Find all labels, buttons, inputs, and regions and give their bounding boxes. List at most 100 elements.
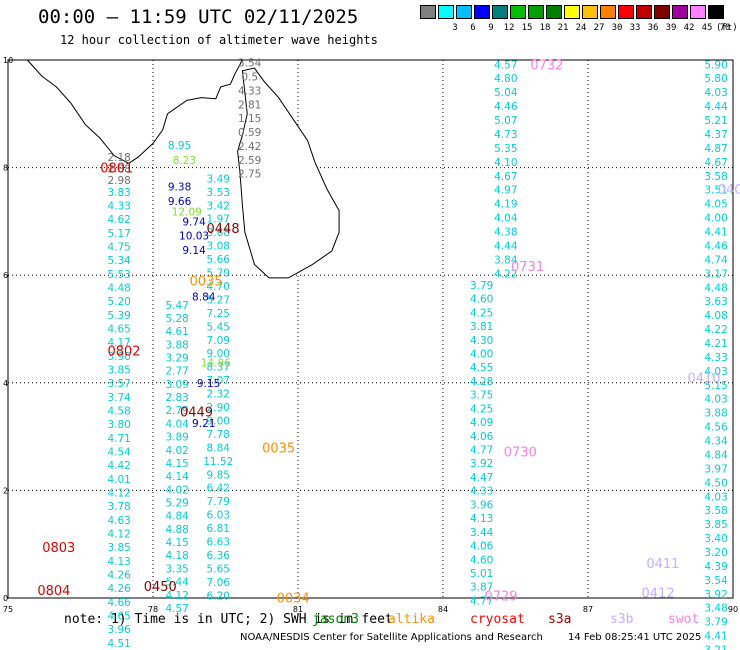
- wave-height-value: 5.66: [207, 254, 231, 266]
- legend-label: 39: [665, 23, 677, 33]
- pass-time-label: 0035: [190, 275, 223, 290]
- wave-height-value: 2.88: [107, 164, 130, 176]
- legend-swatch: [600, 5, 616, 19]
- wave-height-value: 3.88: [704, 408, 727, 420]
- wave-height-value: 2.42: [238, 141, 261, 153]
- wave-height-value: 4.46: [704, 240, 728, 252]
- legend-swatch: [708, 5, 724, 19]
- pass-time-label: 0730: [504, 446, 537, 461]
- wave-height-value: 4.38: [494, 227, 517, 239]
- wave-height-value: 2.59: [238, 155, 261, 167]
- pass-time-label: 0410: [687, 371, 720, 386]
- wave-height-value: 3.85: [704, 519, 727, 531]
- wave-height-value: 5.65: [207, 563, 230, 575]
- legend-swatch: [528, 5, 544, 19]
- wave-height-value: 4.57: [494, 59, 517, 71]
- wave-height-value: 4.21: [704, 338, 727, 350]
- wave-height-value: 4.41: [704, 227, 727, 239]
- wave-height-value: 6.42: [207, 483, 230, 495]
- wave-height-value: 4.80: [494, 73, 517, 85]
- wave-height-value: 8.95: [168, 140, 191, 152]
- wave-height-value: 4.06: [470, 431, 494, 443]
- wave-height-value: 7.25: [207, 308, 230, 320]
- wave-height-value: 9.00: [207, 348, 230, 360]
- generated-timestamp: 14 Feb 08:25:41 UTC 2025: [568, 632, 702, 643]
- lat-tick-label: 10: [3, 56, 13, 65]
- wave-height-value: 5.47: [165, 300, 188, 312]
- wave-height-value: 3.96: [107, 624, 131, 636]
- wave-height-value: 4.03: [704, 87, 727, 99]
- wave-height-value: 3.58: [704, 505, 727, 517]
- lon-tick-label: 84: [438, 605, 448, 614]
- wave-height-value: 5.90: [704, 59, 727, 71]
- wave-height-value: 4.22: [494, 268, 517, 280]
- wave-height-value: 4.33: [238, 85, 261, 97]
- satellite-label: s3a: [548, 612, 572, 627]
- wave-height-value: 3.57: [107, 378, 130, 390]
- wave-height-value: 4.04: [165, 418, 189, 430]
- wave-height-value: 9.14: [182, 245, 206, 257]
- wave-height-value: 4.14: [165, 471, 189, 483]
- wave-height-value: 4.13: [107, 556, 130, 568]
- lon-tick-label: 87: [583, 605, 593, 614]
- pass-time-label: 0450: [144, 580, 177, 595]
- legend-label: 24: [575, 23, 587, 33]
- wave-height-value: 7.09: [207, 335, 230, 347]
- wave-height-value: 4.46: [494, 101, 518, 113]
- wave-height-value: 1.97: [207, 214, 230, 226]
- wave-height-value: 5.27: [207, 294, 230, 306]
- legend-label: 15: [521, 23, 533, 33]
- wave-height-value: 4.03: [704, 491, 727, 503]
- wave-height-value: 3.92: [470, 458, 493, 470]
- wave-height-value: 4.15: [165, 458, 188, 470]
- wave-height-value: 3.49: [207, 173, 230, 185]
- pass-time-label: 0729: [484, 589, 517, 604]
- wave-height-value: 4.62: [107, 214, 130, 226]
- wave-height-value: 4.75: [107, 241, 130, 253]
- wave-height-value: 4.10: [494, 157, 517, 169]
- legend-swatch: [654, 5, 670, 19]
- pass-time-label: 0035: [262, 441, 295, 456]
- wave-height-value: 5.21: [704, 115, 727, 127]
- wave-height-value: 4.25: [470, 403, 493, 415]
- wave-height-value: 5.44: [165, 577, 189, 589]
- wave-height-value: 4.41: [704, 631, 727, 643]
- wave-height-value: 3.53: [207, 187, 230, 199]
- wave-height-value: 3.51: [704, 185, 727, 197]
- wave-height-value: 2.98: [107, 175, 130, 187]
- wave-height-value: 4.51: [107, 638, 130, 650]
- wave-height-value: 2.81: [238, 99, 261, 111]
- satellite-label: swot: [668, 612, 700, 627]
- wave-height-value: 4.54: [107, 446, 131, 458]
- wave-height-value: 4.42: [107, 460, 130, 472]
- wave-height-value: 3.97: [704, 463, 727, 475]
- wave-height-value: 4.12: [165, 590, 188, 602]
- wave-height-value: 3.54: [704, 575, 728, 587]
- wave-height-value: 4.88: [165, 524, 188, 536]
- wave-height-value: 3.40: [704, 533, 727, 545]
- wave-height-value: 2.75: [238, 169, 261, 181]
- wave-height-value: 4.67: [704, 157, 727, 169]
- wave-height-value: 4.44: [494, 240, 518, 252]
- wave-height-value: 7.78: [207, 429, 230, 441]
- wave-height-value: 5.53: [107, 269, 130, 281]
- wave-height-value: 9.85: [207, 469, 230, 481]
- wave-height-value: 3.44: [470, 527, 494, 539]
- legend-label: 6: [470, 23, 476, 33]
- wave-height-value: 4.30: [470, 335, 493, 347]
- wave-height-value: 3.63: [704, 296, 727, 308]
- legend-label: 33: [629, 23, 641, 33]
- wave-height-value: 7.79: [207, 496, 230, 508]
- wave-height-value: 5.35: [494, 143, 517, 155]
- wave-height-value: 3.17: [704, 268, 727, 280]
- wave-height-value: 3.96: [107, 351, 131, 363]
- wave-height-value: 8.23: [173, 155, 196, 167]
- wave-height-value: 4.67: [494, 171, 517, 183]
- legend-label: 30: [611, 23, 623, 33]
- legend-label: 3: [452, 23, 458, 33]
- wave-height-value: 4.39: [704, 561, 727, 573]
- wave-height-value: 8.84: [192, 292, 216, 304]
- satellite-label: cryosat: [470, 612, 525, 627]
- wave-height-value: 5.07: [494, 115, 517, 127]
- wave-height-value: 4.09: [470, 417, 493, 429]
